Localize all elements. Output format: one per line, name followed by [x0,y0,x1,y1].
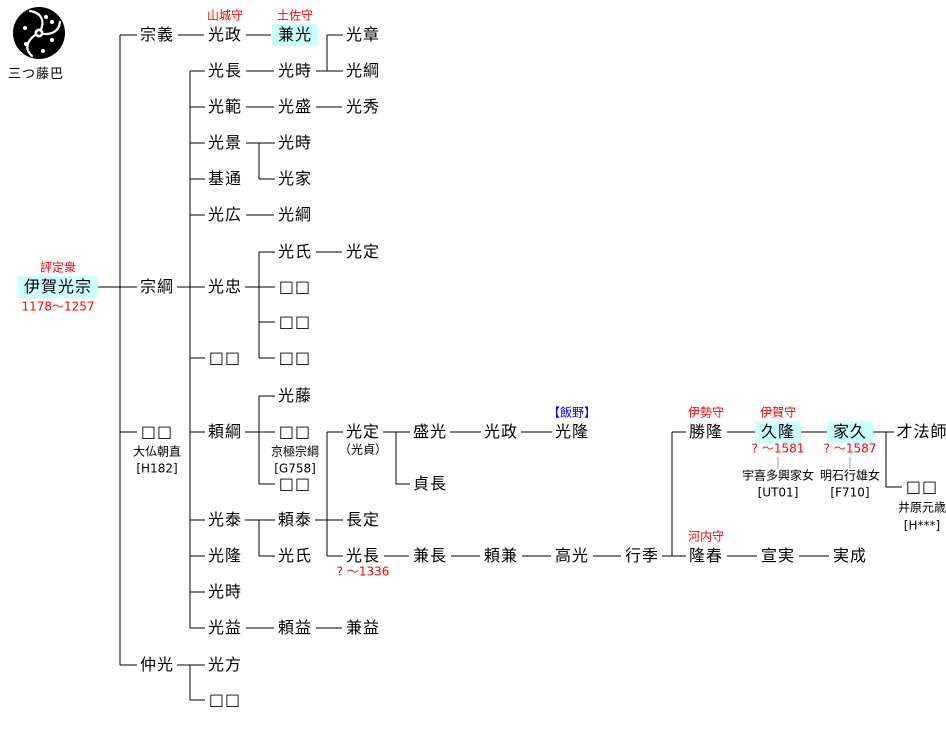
person-title-annotation: 伊勢守 [687,405,725,420]
person-node-highlighted: 伊賀光宗 [17,276,99,298]
person-note-annotation: 1178～1257 [21,299,95,314]
person-node: 光家 [277,169,313,189]
person-node: 光政 [207,25,243,45]
person-node: 光時 [277,61,313,81]
person-node: 宣実 [760,546,796,566]
person-note-annotation: [UT01] [757,485,799,500]
person-node: 頼兼 [483,546,519,566]
person-node: 光長 [207,61,243,81]
person-node: 隆春 [688,546,724,566]
person-node: 宗義 [139,25,175,45]
person-node: 光氏 [277,242,313,262]
person-node: 才法師 [896,422,946,442]
person-title-annotation: 山城守 [206,8,244,23]
person-node: 盛光 [412,422,448,442]
person-node: 光秀 [345,97,381,117]
person-node: 兼益 [345,618,381,638]
person-node: □□ [278,474,312,494]
person-node: 頼泰 [277,510,313,530]
person-node: □□ [208,690,242,710]
person-node: 兼長 [412,546,448,566]
person-node: 光盛 [277,97,313,117]
person-node: 光益 [207,618,243,638]
person-node: 光範 [207,97,243,117]
person-note-annotation: 井原元歳 [897,500,946,515]
person-node: 光定 [345,422,381,442]
person-node: 光時 [277,133,313,153]
person-node: 光方 [207,655,243,675]
person-note-annotation: ? ～1336 [336,564,390,579]
person-note-annotation: （光貞） [338,442,388,457]
person-title-annotation: 河内守 [687,529,725,544]
person-node: 光氏 [277,546,313,566]
person-node: 光定 [345,242,381,262]
person-note-annotation: 宇喜多興家女 [741,468,815,483]
person-node: □□ [208,348,242,368]
person-node: 光章 [345,25,381,45]
person-title-annotation: 【飯野】 [547,405,597,420]
mitsu-fujidomoe-crest-icon [13,7,65,59]
person-node: 光隆 [207,546,243,566]
person-note-annotation: [H***] [903,518,941,533]
person-node: 行季 [624,546,660,566]
person-note-annotation: ? ～1581 [751,441,805,456]
person-node: 光長 [345,546,381,566]
person-node: 光政 [483,422,519,442]
person-node-highlighted: 久隆 [754,421,802,443]
person-node: 宗綱 [139,277,175,297]
person-title-annotation: 評定衆 [39,260,77,275]
person-node: 貞長 [412,474,448,494]
person-node-highlighted: 兼光 [271,24,319,46]
person-node: 実成 [832,546,868,566]
person-node: 光忠 [207,277,243,297]
person-node: 高光 [554,546,590,566]
person-node: 光綱 [277,205,313,225]
person-node: 光隆 [554,422,590,442]
person-node: □□ [905,477,939,497]
person-node: 光景 [207,133,243,153]
person-node: 光広 [207,205,243,225]
person-node: 光泰 [207,510,243,530]
person-node: □□ [278,312,312,332]
person-note-annotation: ? ～1587 [823,441,877,456]
person-node: 長定 [345,510,381,530]
person-node: 基通 [207,169,243,189]
person-note-annotation: [H182] [136,461,178,476]
person-node: 光藤 [277,386,313,406]
person-note-annotation: 明石行雄女 [819,468,881,483]
person-note-annotation: [F710] [830,485,870,500]
person-node: □□ [278,422,312,442]
person-note-annotation: 大仏朝直 [132,444,182,459]
person-title-annotation: 伊賀守 [759,405,797,420]
person-node: 仲光 [139,655,175,675]
person-node: 勝隆 [688,422,724,442]
person-node: 光時 [207,582,243,602]
crest-label: 三つ藤巴 [7,67,65,82]
person-title-annotation: 土佐守 [276,8,314,23]
person-node: □□ [278,348,312,368]
person-node: 光綱 [345,61,381,81]
person-node: 頼益 [277,618,313,638]
person-node: 頼綱 [207,422,243,442]
person-node-highlighted: 家久 [826,421,874,443]
person-node: □□ [278,277,312,297]
family-crest [8,4,98,68]
person-note-annotation: [G758] [274,461,316,476]
person-note-annotation: 京極宗綱 [270,444,320,459]
person-node: □□ [140,422,174,442]
